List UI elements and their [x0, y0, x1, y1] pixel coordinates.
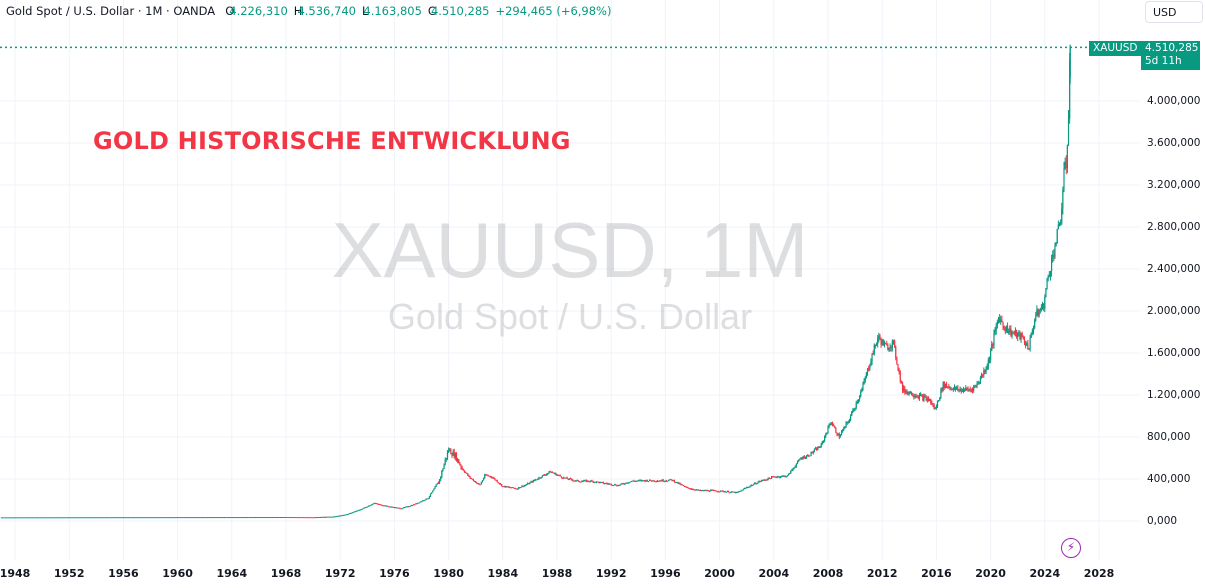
watermark-title: XAUUSD, 1M — [331, 206, 809, 294]
time-tick-label: 1960 — [162, 567, 193, 580]
time-tick-label: 2016 — [921, 567, 952, 580]
time-tick-label: 2020 — [975, 567, 1006, 580]
close-value: 4.510,285 — [430, 4, 490, 18]
time-tick-label: 1980 — [433, 567, 464, 580]
time-tick-label: 1976 — [379, 567, 410, 580]
price-tick-label: 0,000 — [1147, 515, 1178, 527]
time-tick-label: 1956 — [108, 567, 139, 580]
lightning-bolt-icon[interactable]: ⚡ — [1061, 538, 1081, 558]
price-scale[interactable]: 0,000 400,000 800,000 1.200,000 1.600,000 2.0… — [1140, 0, 1205, 560]
watermark-subtitle: Gold Spot / U.S. Dollar — [387, 296, 753, 337]
time-tick-label: 1996 — [650, 567, 681, 580]
symbol-price-tag: XAUUSD — [1089, 41, 1142, 56]
price-tick-label: 3.200,000 — [1147, 179, 1201, 191]
time-tick-label: 1968 — [270, 567, 302, 580]
price-tick-label: 2.000,000 — [1147, 305, 1201, 317]
time-tick-label: 2008 — [812, 567, 844, 580]
high-label: H — [293, 4, 303, 18]
price-tick-label: 800,000 — [1147, 431, 1191, 443]
price-tick-label: 2.800,000 — [1147, 221, 1201, 233]
change-value: +294,465 (+6,98%) — [495, 4, 612, 18]
time-tick-label: 1988 — [541, 567, 573, 580]
time-tick-label: 1984 — [487, 567, 519, 580]
time-tick-label: 1972 — [324, 567, 356, 580]
symbol-legend: Gold Spot / U.S. Dollar · 1M · OANDA O4.… — [6, 2, 611, 20]
currency-selector[interactable]: USD — [1145, 1, 1203, 23]
time-tick-label: 2028 — [1083, 567, 1115, 580]
time-tick-label: 1964 — [216, 567, 248, 580]
time-tick-label: 1992 — [595, 567, 627, 580]
bar-countdown: 5d 11h — [1145, 55, 1182, 67]
chart-annotation-text[interactable]: GOLD HISTORISCHE ENTWICKLUNG — [93, 127, 571, 155]
low-value: 4.163,805 — [363, 4, 422, 18]
time-tick-label: 1952 — [53, 567, 85, 580]
open-label: O — [225, 4, 235, 18]
chart-pane[interactable]: XAUUSD, 1M Gold Spot / U.S. Dollar GOLD … — [0, 0, 1140, 560]
symbol-name[interactable]: Gold Spot / U.S. Dollar · 1M · OANDA — [6, 4, 216, 18]
time-tick-label: 2000 — [704, 567, 735, 580]
price-tick-label: 3.600,000 — [1147, 137, 1201, 149]
time-tick-label: 2012 — [866, 567, 898, 580]
price-tick-label: 400,000 — [1147, 473, 1191, 485]
price-tick-label: 1.200,000 — [1147, 389, 1201, 401]
time-scale[interactable]: 1948 1952 1956 1960 1964 1968 1972 1976 1980 1984… — [0, 560, 1140, 588]
candlestick-chart[interactable] — [0, 0, 1140, 560]
open-value: 4.226,310 — [229, 4, 288, 18]
low-label: L — [361, 4, 369, 18]
last-price-value: 4.510,285 — [1145, 42, 1199, 54]
time-tick-label: 1948 — [0, 567, 31, 580]
price-tick-label: 4.000,000 — [1147, 95, 1201, 107]
high-value: 4.536,740 — [297, 4, 356, 18]
last-price-label: 4.510,285 5d 11h — [1141, 41, 1200, 70]
time-tick-label: 2004 — [758, 567, 790, 580]
price-tick-label: 1.600,000 — [1147, 347, 1201, 359]
close-label: C — [427, 4, 436, 18]
time-tick-label: 2024 — [1029, 567, 1061, 580]
price-tick-label: 2.400,000 — [1147, 263, 1201, 275]
